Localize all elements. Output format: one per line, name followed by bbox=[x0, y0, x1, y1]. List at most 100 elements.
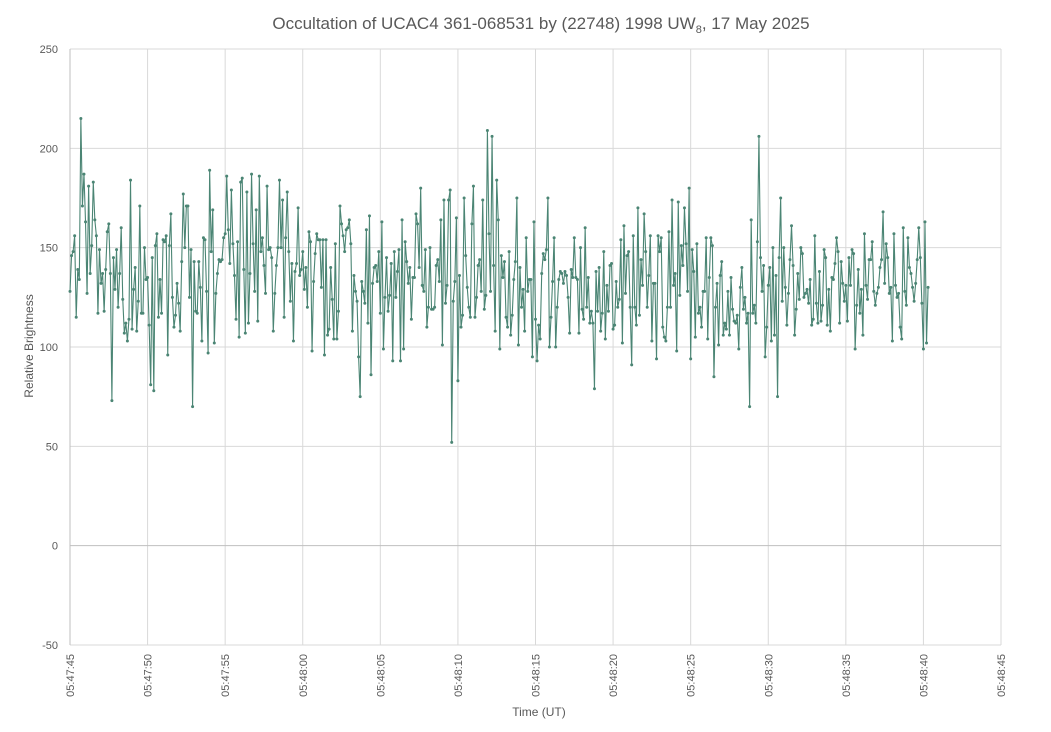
data-point bbox=[678, 293, 682, 297]
data-point bbox=[645, 305, 649, 309]
data-point bbox=[156, 315, 160, 319]
data-point bbox=[841, 281, 845, 285]
data-point bbox=[189, 248, 193, 252]
data-point bbox=[524, 236, 528, 240]
data-point bbox=[676, 200, 680, 204]
data-point bbox=[290, 262, 294, 266]
data-point bbox=[526, 289, 530, 293]
data-point bbox=[540, 271, 544, 275]
data-point bbox=[878, 266, 882, 270]
data-point bbox=[856, 268, 860, 272]
data-point bbox=[616, 305, 620, 309]
data-point bbox=[743, 295, 747, 299]
data-point bbox=[250, 172, 254, 176]
data-point bbox=[803, 291, 807, 295]
x-tick-label: 05:47:55 bbox=[220, 654, 232, 697]
data-point bbox=[880, 258, 884, 262]
data-point bbox=[777, 256, 781, 260]
data-point bbox=[828, 329, 832, 333]
axes bbox=[69, 49, 1001, 645]
data-point bbox=[198, 285, 202, 289]
data-point bbox=[644, 250, 648, 254]
data-point bbox=[211, 208, 215, 212]
data-point bbox=[166, 353, 170, 357]
data-point bbox=[304, 266, 308, 270]
data-point bbox=[282, 315, 286, 319]
data-point bbox=[229, 188, 233, 192]
data-point bbox=[783, 285, 787, 289]
data-point bbox=[437, 279, 441, 283]
data-point bbox=[232, 273, 236, 277]
data-point bbox=[552, 236, 556, 240]
data-point bbox=[614, 279, 618, 283]
data-point bbox=[754, 321, 758, 325]
data-point bbox=[723, 321, 727, 325]
data-point bbox=[341, 234, 345, 238]
data-point bbox=[307, 230, 311, 234]
data-point bbox=[450, 440, 454, 444]
data-point bbox=[852, 252, 856, 256]
data-point bbox=[710, 244, 714, 248]
data-point bbox=[551, 279, 555, 283]
data-point bbox=[800, 252, 804, 256]
data-point bbox=[329, 266, 333, 270]
data-point bbox=[288, 299, 292, 303]
data-point bbox=[124, 321, 128, 325]
data-point bbox=[363, 301, 367, 305]
data-point bbox=[745, 321, 749, 325]
data-point bbox=[611, 327, 615, 331]
data-point bbox=[603, 337, 607, 341]
data-point bbox=[765, 325, 769, 329]
data-point bbox=[369, 373, 373, 377]
data-point bbox=[309, 240, 313, 244]
y-tick-label: 150 bbox=[40, 243, 58, 255]
data-point bbox=[495, 178, 499, 182]
data-point bbox=[456, 379, 460, 383]
data-point bbox=[772, 333, 776, 337]
data-point bbox=[664, 339, 668, 343]
data-point bbox=[734, 321, 738, 325]
data-point bbox=[433, 305, 437, 309]
data-point bbox=[354, 289, 358, 293]
data-point bbox=[541, 252, 545, 256]
data-point bbox=[681, 264, 685, 268]
data-point bbox=[195, 311, 199, 315]
data-point bbox=[586, 275, 590, 279]
x-tick-label: 05:48:15 bbox=[531, 654, 543, 697]
data-point bbox=[383, 295, 387, 299]
data-point bbox=[105, 230, 109, 234]
data-point bbox=[352, 273, 356, 277]
data-point bbox=[566, 295, 570, 299]
data-point bbox=[467, 305, 471, 309]
data-point bbox=[70, 254, 74, 258]
data-point bbox=[399, 359, 402, 363]
data-point bbox=[807, 301, 811, 305]
data-point bbox=[91, 180, 95, 184]
data-point bbox=[76, 268, 80, 272]
data-point bbox=[921, 347, 925, 351]
data-point bbox=[771, 246, 775, 250]
gridlines bbox=[70, 48, 1002, 646]
data-point bbox=[687, 186, 691, 190]
data-point bbox=[906, 236, 910, 240]
data-point bbox=[71, 250, 75, 254]
data-point bbox=[409, 317, 413, 321]
data-point bbox=[97, 248, 101, 252]
data-point bbox=[827, 287, 831, 291]
data-point bbox=[512, 277, 516, 281]
data-point bbox=[870, 240, 874, 244]
data-point bbox=[214, 291, 218, 295]
data-point bbox=[693, 335, 697, 339]
data-point bbox=[633, 305, 637, 309]
data-point bbox=[696, 311, 700, 315]
data-point bbox=[490, 134, 494, 138]
data-point bbox=[715, 281, 719, 285]
data-point bbox=[796, 271, 800, 275]
data-point bbox=[560, 271, 564, 275]
data-point bbox=[205, 289, 209, 293]
data-point bbox=[507, 250, 511, 254]
data-point bbox=[853, 347, 857, 351]
data-point bbox=[605, 283, 609, 287]
data-point bbox=[901, 226, 905, 230]
data-point bbox=[518, 266, 522, 270]
